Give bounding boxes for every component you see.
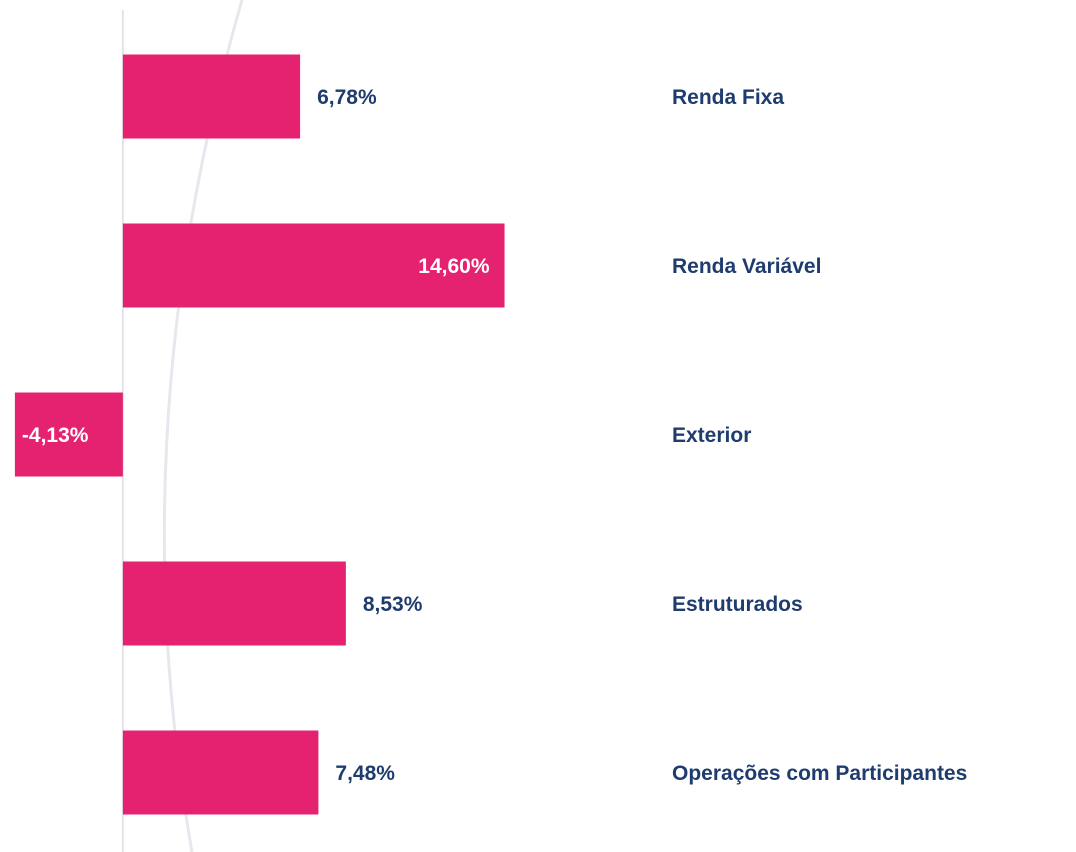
value-label: 6,78% [317, 86, 377, 109]
value-label: 14,60% [418, 255, 490, 278]
value-label: 8,53% [363, 593, 423, 616]
category-label: Estruturados [672, 593, 803, 616]
bar [122, 223, 505, 308]
category-label: Renda Variável [672, 255, 821, 278]
bar [122, 54, 301, 139]
bar [122, 561, 346, 646]
value-label: 7,48% [335, 762, 395, 785]
category-label: Operações com Participantes [672, 762, 967, 785]
category-label: Renda Fixa [672, 86, 784, 109]
category-label: Exterior [672, 424, 751, 447]
value-label: -4,13% [22, 424, 89, 447]
bar [14, 392, 123, 477]
bar [122, 730, 319, 815]
